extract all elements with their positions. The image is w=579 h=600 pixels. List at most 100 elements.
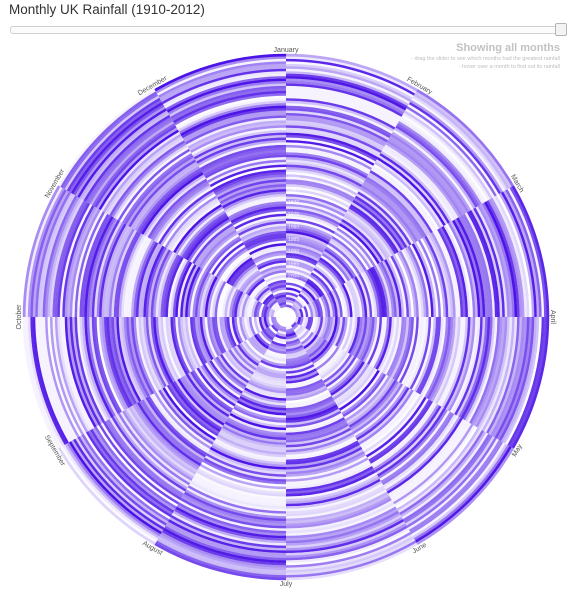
rainfall-cell[interactable] bbox=[270, 301, 279, 310]
rainfall-cell[interactable] bbox=[219, 317, 231, 351]
rainfall-cell[interactable] bbox=[326, 317, 336, 342]
rainfall-cell[interactable] bbox=[286, 147, 371, 173]
rainfall-cell[interactable] bbox=[299, 291, 312, 304]
rainfall-cell[interactable] bbox=[286, 282, 304, 290]
rainfall-cell[interactable] bbox=[443, 317, 471, 410]
rainfall-cell[interactable] bbox=[234, 345, 258, 369]
rainfall-cell[interactable] bbox=[187, 267, 203, 317]
month-segment-may[interactable] bbox=[291, 322, 514, 545]
rainfall-cell[interactable] bbox=[204, 455, 286, 480]
rainfall-cell[interactable] bbox=[237, 220, 286, 237]
rainfall-cell[interactable] bbox=[270, 309, 276, 317]
rainfall-cell[interactable] bbox=[445, 223, 474, 317]
rainfall-cell[interactable] bbox=[237, 397, 286, 414]
rainfall-cell[interactable] bbox=[196, 470, 286, 497]
rainfall-cell[interactable] bbox=[418, 317, 442, 395]
rainfall-cell[interactable] bbox=[219, 283, 231, 317]
rainfall-cell[interactable] bbox=[277, 299, 286, 305]
rainfall-cell[interactable] bbox=[229, 203, 286, 222]
rainfall-cell[interactable] bbox=[339, 284, 351, 317]
rainfall-cell[interactable] bbox=[286, 186, 352, 207]
rainfall-cell[interactable] bbox=[226, 257, 253, 284]
rainfall-cell[interactable] bbox=[231, 289, 242, 317]
rainfall-cell[interactable] bbox=[315, 317, 324, 336]
rainfall-cell[interactable] bbox=[386, 257, 405, 317]
rainfall-cell[interactable] bbox=[187, 317, 203, 367]
rainfall-cell[interactable] bbox=[275, 332, 286, 338]
rainfall-cell[interactable] bbox=[426, 317, 451, 400]
rainfall-cell[interactable] bbox=[418, 239, 442, 317]
rainfall-cell[interactable] bbox=[224, 193, 286, 213]
rainfall-cell[interactable] bbox=[286, 257, 316, 268]
rainfall-cell[interactable] bbox=[313, 267, 336, 290]
rainfall-cell[interactable] bbox=[179, 210, 226, 257]
rainfall-cell[interactable] bbox=[354, 385, 408, 439]
rainfall-cell[interactable] bbox=[320, 317, 329, 339]
rainfall-cell[interactable] bbox=[309, 274, 329, 294]
rainfall-cell[interactable] bbox=[286, 487, 386, 517]
rainfall-cell[interactable] bbox=[286, 122, 384, 151]
rainfall-cell[interactable] bbox=[262, 293, 274, 305]
rainfall-cell[interactable] bbox=[211, 358, 245, 392]
rainfall-cell[interactable] bbox=[286, 412, 343, 431]
rainfall-cell[interactable] bbox=[219, 183, 286, 205]
rainfall-cell[interactable] bbox=[261, 304, 267, 317]
rainfall-cell[interactable] bbox=[286, 440, 359, 463]
rainfall-cell[interactable] bbox=[166, 197, 219, 250]
rainfall-cell[interactable] bbox=[286, 287, 301, 294]
rainfall-cell[interactable] bbox=[167, 257, 186, 317]
rainfall-cell[interactable] bbox=[166, 384, 219, 437]
rainfall-cell[interactable] bbox=[121, 317, 146, 400]
rainfall-cell[interactable] bbox=[230, 261, 256, 287]
rainfall-cell[interactable] bbox=[157, 252, 178, 317]
rainfall-cell[interactable] bbox=[298, 329, 310, 341]
rainfall-cell[interactable] bbox=[349, 380, 400, 431]
rainfall-cell[interactable] bbox=[441, 225, 469, 317]
rainfall-cell[interactable] bbox=[347, 208, 395, 256]
rainfall-cell[interactable] bbox=[198, 142, 286, 168]
rainfall-cell[interactable] bbox=[229, 288, 240, 317]
rainfall-cell[interactable] bbox=[304, 282, 321, 299]
rainfall-cell[interactable] bbox=[354, 195, 408, 249]
rainfall-cell[interactable] bbox=[200, 231, 239, 270]
rainfall-cell[interactable] bbox=[179, 263, 197, 317]
rainfall-cell[interactable] bbox=[258, 361, 286, 372]
rainfall-cell[interactable] bbox=[204, 235, 241, 272]
rainfall-cell[interactable] bbox=[96, 317, 125, 412]
rainfall-cell[interactable] bbox=[210, 166, 286, 190]
rainfall-cell[interactable] bbox=[286, 453, 367, 478]
rainfall-cell[interactable] bbox=[286, 361, 314, 372]
rainfall-cell[interactable] bbox=[273, 336, 286, 342]
rainfall-cell[interactable] bbox=[121, 234, 146, 318]
rainfall-cell[interactable] bbox=[286, 181, 354, 202]
rainfall-cell[interactable] bbox=[286, 142, 374, 168]
rainfall-cell[interactable] bbox=[191, 478, 286, 507]
rainfall-cell[interactable] bbox=[325, 246, 357, 278]
rainfall-cell[interactable] bbox=[415, 317, 439, 394]
rainfall-cell[interactable] bbox=[268, 282, 286, 290]
rainfall-cell[interactable] bbox=[170, 259, 188, 317]
rainfall-cell[interactable] bbox=[403, 317, 424, 386]
rainfall-cell[interactable] bbox=[353, 384, 406, 437]
rainfall-cell[interactable] bbox=[286, 152, 369, 177]
rainfall-cell[interactable] bbox=[262, 329, 274, 341]
rainfall-cell[interactable] bbox=[189, 220, 232, 263]
rainfall-cell[interactable] bbox=[230, 410, 286, 428]
rainfall-cell[interactable] bbox=[116, 317, 142, 402]
rainfall-cell[interactable] bbox=[185, 115, 286, 145]
rainfall-cell[interactable] bbox=[335, 317, 346, 347]
rainfall-cell[interactable] bbox=[381, 317, 400, 374]
rainfall-cell[interactable] bbox=[215, 246, 247, 278]
rainfall-cell[interactable] bbox=[258, 262, 286, 273]
rainfall-cell[interactable] bbox=[272, 338, 286, 345]
rainfall-cell[interactable] bbox=[265, 317, 271, 328]
rainfall-cell[interactable] bbox=[162, 255, 182, 317]
rainfall-cell[interactable] bbox=[286, 179, 355, 200]
rainfall-cell[interactable] bbox=[206, 361, 242, 397]
rainfall-cell[interactable] bbox=[251, 335, 268, 352]
rainfall-cell[interactable] bbox=[229, 317, 240, 346]
rainfall-cell[interactable] bbox=[305, 317, 311, 330]
rainfall-cell[interactable] bbox=[286, 193, 348, 213]
rainfall-cell[interactable] bbox=[407, 317, 429, 389]
rainfall-cell[interactable] bbox=[270, 324, 279, 333]
